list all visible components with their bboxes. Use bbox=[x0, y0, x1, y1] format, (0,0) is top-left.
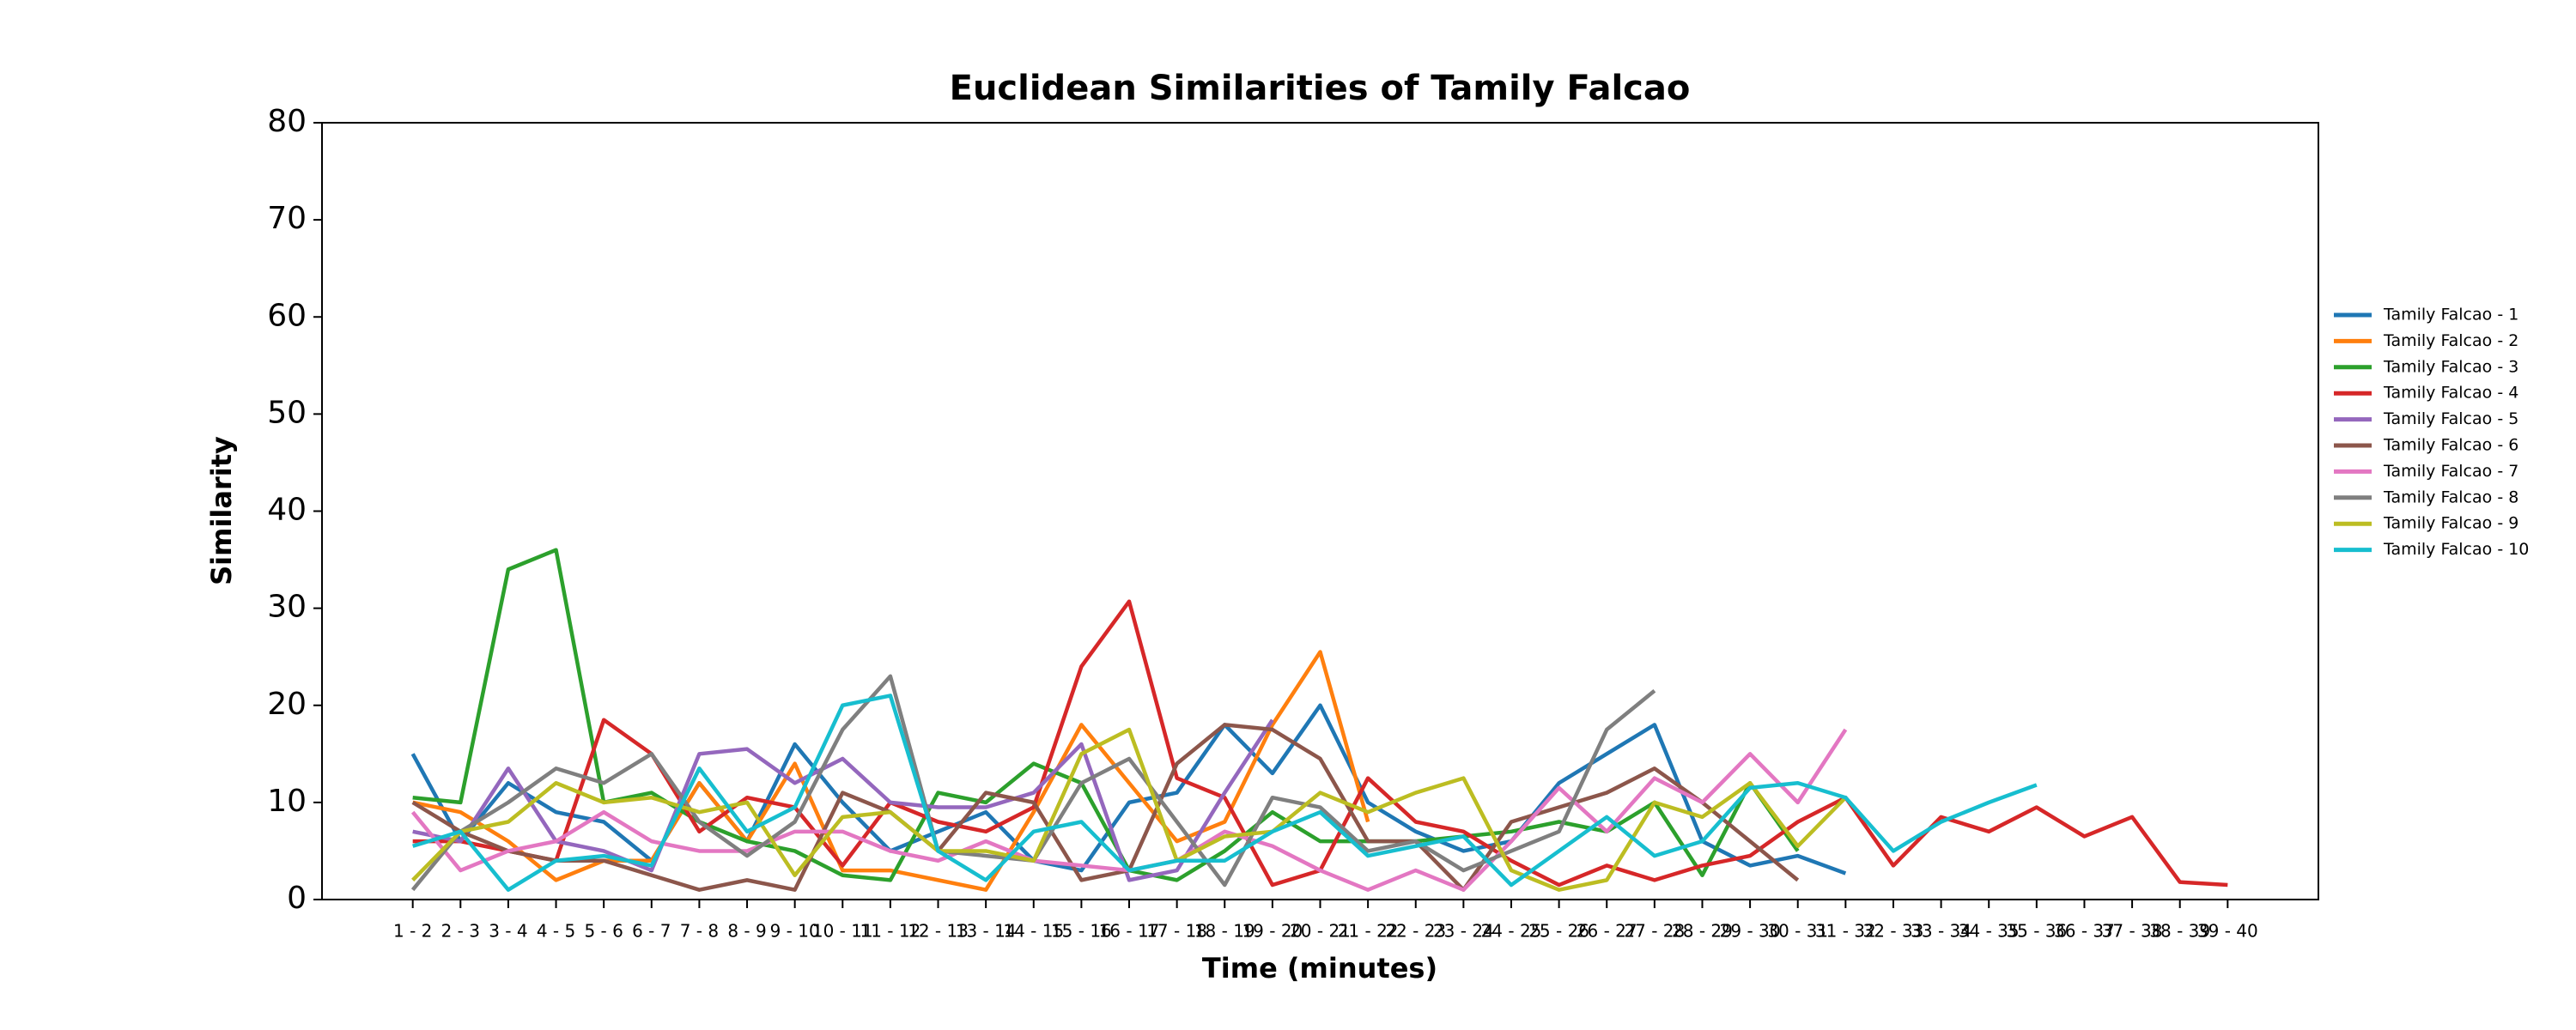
series-line bbox=[412, 650, 1370, 892]
x-tick-label: 3 - 4 bbox=[489, 921, 527, 942]
x-tick-label: 4 - 5 bbox=[537, 921, 575, 942]
x-tick-label: 20 - 21 bbox=[1290, 921, 1351, 942]
y-axis-label: Similarity bbox=[205, 436, 238, 585]
x-tick-label: 1 - 2 bbox=[393, 921, 432, 942]
x-tick-label: 15 - 16 bbox=[1051, 921, 1112, 942]
legend-label: Tamily Falcao - 8 bbox=[2383, 488, 2518, 506]
y-tick-label: 80 bbox=[267, 104, 307, 139]
x-tick-label: 6 - 7 bbox=[632, 921, 671, 942]
x-tick-label: 2 - 3 bbox=[441, 921, 480, 942]
y-tick-label: 40 bbox=[267, 493, 307, 528]
series-line bbox=[411, 727, 1847, 892]
chart-title: Euclidean Similarities of Tamily Falcao bbox=[950, 69, 1691, 108]
x-tick-label: 36 - 37 bbox=[2054, 921, 2115, 942]
x-tick-label: 19 - 20 bbox=[1242, 921, 1303, 942]
x-tick-label: 30 - 31 bbox=[1767, 921, 1828, 942]
legend-label: Tamily Falcao - 7 bbox=[2383, 462, 2518, 481]
y-tick-label: 70 bbox=[267, 201, 307, 236]
legend-label: Tamily Falcao - 6 bbox=[2383, 436, 2518, 455]
x-tick-label: 31 - 32 bbox=[1815, 921, 1876, 942]
x-tick-label: 22 - 23 bbox=[1385, 921, 1446, 942]
x-tick-label: 23 - 24 bbox=[1433, 921, 1494, 942]
series-line bbox=[412, 548, 1800, 882]
x-tick-label: 26 - 27 bbox=[1577, 921, 1637, 942]
x-tick-label: 38 - 39 bbox=[2149, 921, 2210, 942]
legend-label: Tamily Falcao - 9 bbox=[2383, 514, 2518, 533]
x-tick-label: 33 - 34 bbox=[1911, 921, 1971, 942]
x-tick-label: 37 - 38 bbox=[2102, 921, 2163, 942]
x-tick-label: 29 - 30 bbox=[1720, 921, 1781, 942]
legend-label: Tamily Falcao - 10 bbox=[2383, 540, 2529, 559]
x-tick-label: 28 - 29 bbox=[1672, 921, 1733, 942]
series-line bbox=[412, 694, 2038, 892]
y-tick-label: 60 bbox=[267, 298, 307, 333]
legend-label: Tamily Falcao - 4 bbox=[2383, 384, 2518, 403]
y-tick-label: 10 bbox=[267, 784, 307, 819]
x-tick-label: 34 - 35 bbox=[1959, 921, 2020, 942]
x-tick-label: 39 - 40 bbox=[2197, 921, 2258, 942]
x-tick-label: 7 - 8 bbox=[680, 921, 719, 942]
x-tick-label: 24 - 25 bbox=[1481, 921, 1542, 942]
x-axis-label: Time (minutes) bbox=[1202, 952, 1437, 985]
x-tick-label: 11 - 12 bbox=[860, 921, 920, 942]
x-tick-label: 32 - 33 bbox=[1863, 921, 1924, 942]
x-tick-label: 12 - 13 bbox=[908, 921, 969, 942]
y-tick-label: 0 bbox=[287, 881, 307, 916]
x-tick-label: 17 - 18 bbox=[1146, 921, 1207, 942]
x-tick-label: 21 - 22 bbox=[1338, 921, 1399, 942]
x-tick-label: 13 - 14 bbox=[956, 921, 1017, 942]
x-tick-label: 35 - 36 bbox=[2006, 921, 2067, 942]
x-tick-label: 25 - 26 bbox=[1528, 921, 1589, 942]
x-tick-label: 14 - 15 bbox=[1003, 921, 1064, 942]
y-tick-label: 30 bbox=[267, 590, 307, 625]
y-tick-label: 20 bbox=[267, 687, 307, 722]
x-tick-label: 18 - 19 bbox=[1194, 921, 1255, 942]
legend-label: Tamily Falcao - 1 bbox=[2383, 306, 2518, 324]
x-tick-label: 5 - 6 bbox=[584, 921, 623, 942]
x-tick-label: 9 - 10 bbox=[770, 921, 820, 942]
legend-label: Tamily Falcao - 3 bbox=[2383, 357, 2518, 376]
x-tick-label: 8 - 9 bbox=[727, 921, 766, 942]
y-tick-label: 50 bbox=[267, 395, 307, 430]
plot-frame bbox=[321, 122, 2319, 900]
x-tick-label: 27 - 28 bbox=[1624, 921, 1685, 942]
legend-label: Tamily Falcao - 2 bbox=[2383, 331, 2518, 350]
x-tick-label: 10 - 11 bbox=[812, 921, 873, 942]
legend-label: Tamily Falcao - 5 bbox=[2383, 409, 2518, 428]
series-line bbox=[411, 723, 1800, 892]
x-tick-label: 16 - 17 bbox=[1099, 921, 1160, 942]
